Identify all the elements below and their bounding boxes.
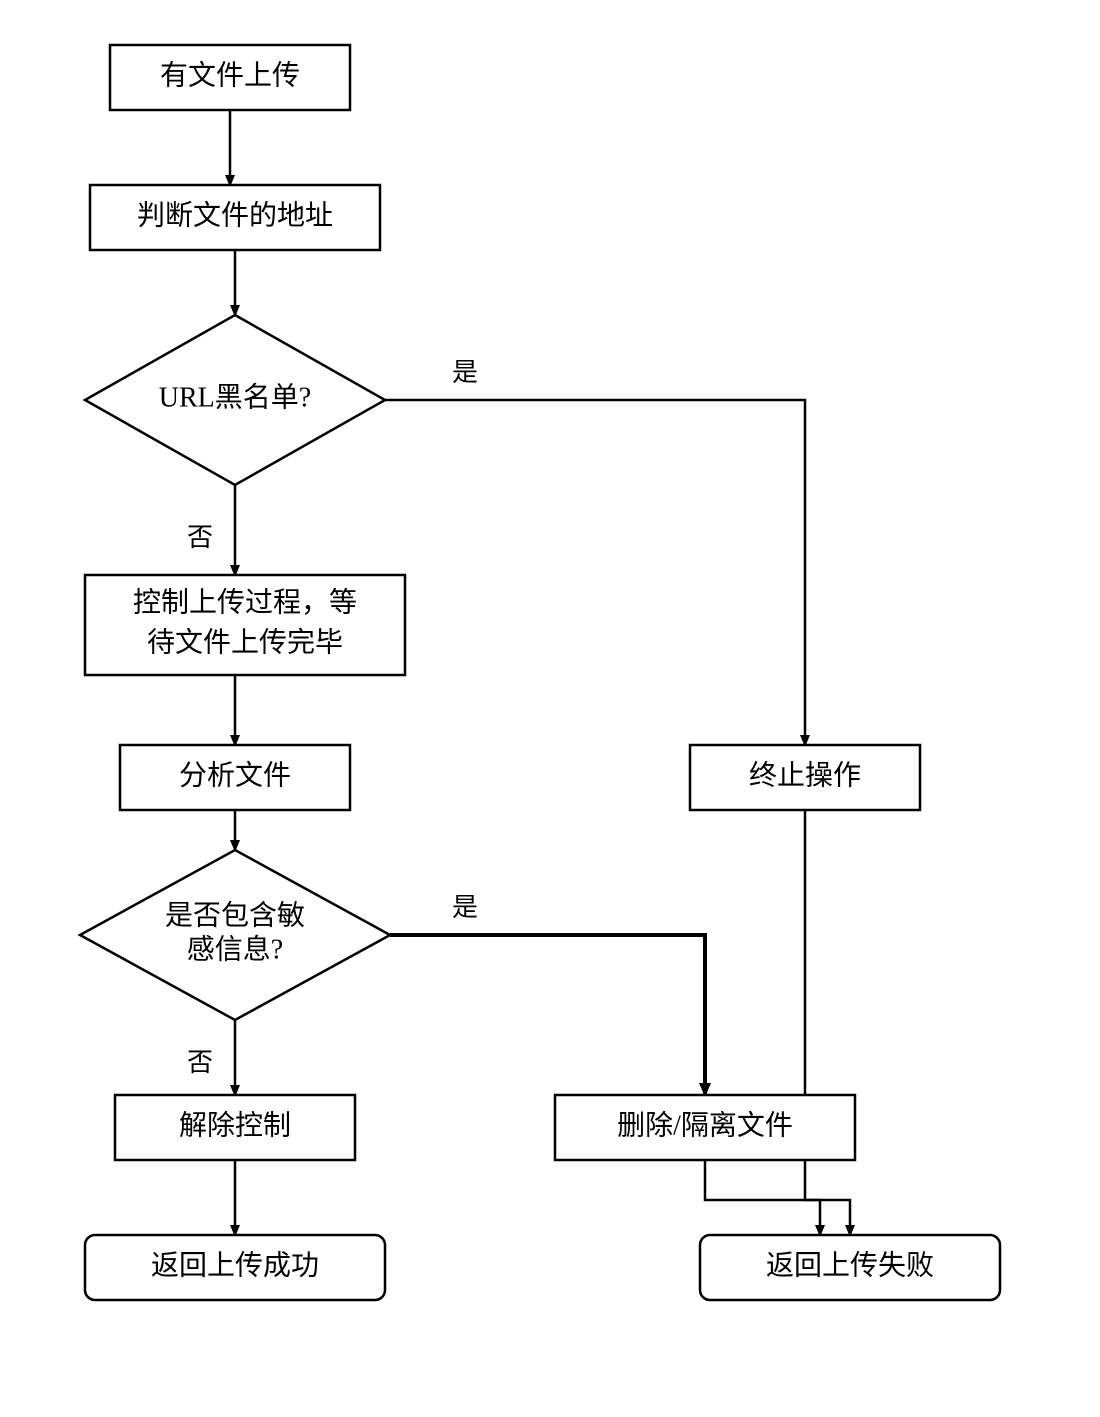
- node-terminate-label: 终止操作: [749, 759, 861, 791]
- edge-label-yes-2: 是: [452, 893, 478, 922]
- node-url-blacklist-label: URL黑名单?: [159, 381, 311, 413]
- node-control-upload-line2: 待文件上传完毕: [147, 626, 343, 658]
- node-analyze-file-label: 分析文件: [179, 759, 291, 791]
- node-sensitive-info-line1: 是否包含敏: [165, 899, 305, 931]
- node-control-upload-line1: 控制上传过程，等: [133, 586, 357, 618]
- node-check-address-label: 判断文件的地址: [137, 199, 333, 231]
- edge-n3-n9: [385, 400, 805, 745]
- flowchart-canvas: 否 是 否 是 有文件上传 判断文件的地址 URL黑名单? 控制上传过程，等 待…: [0, 0, 1100, 1417]
- edge-n9-n11: [805, 810, 850, 1235]
- node-return-fail-label: 返回上传失败: [766, 1249, 934, 1281]
- edge-label-no-1: 否: [187, 523, 213, 552]
- node-sensitive-info-line2: 感信息?: [187, 933, 283, 965]
- node-return-success-label: 返回上传成功: [151, 1249, 319, 1281]
- edge-label-no-2: 否: [187, 1048, 213, 1077]
- edge-n10-n11: [705, 1160, 820, 1235]
- edge-label-yes-1: 是: [452, 358, 478, 387]
- node-file-upload-label: 有文件上传: [160, 59, 300, 91]
- edge-n6-n10: [390, 935, 705, 1095]
- node-release-control-label: 解除控制: [179, 1109, 291, 1141]
- node-delete-quarantine-label: 删除/隔离文件: [617, 1109, 793, 1141]
